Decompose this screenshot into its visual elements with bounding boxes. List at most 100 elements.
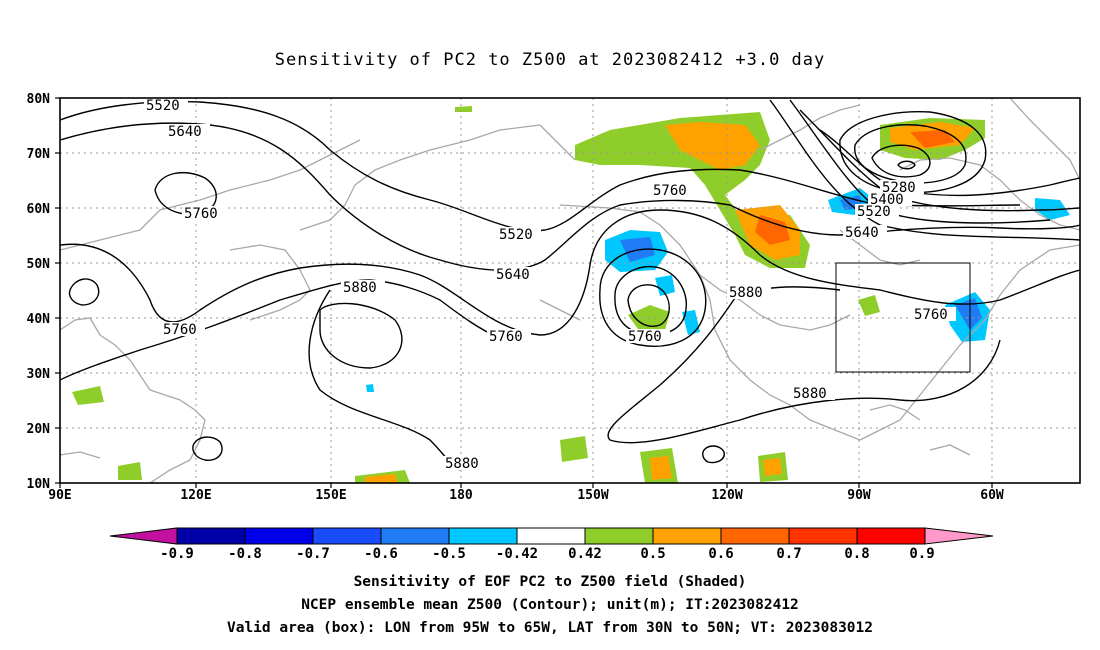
shade-positive-green [455, 106, 472, 112]
contour-5280-low [871, 144, 931, 178]
contour-5880-loop [319, 302, 403, 369]
caption-valid-area: Valid area (box): LON from 95W to 65W, L… [226, 620, 873, 636]
contour-5880 [60, 279, 501, 381]
colorbar-swatch [856, 527, 926, 545]
colorbar-swatch [720, 527, 790, 545]
coastlines [60, 98, 1080, 483]
colorbar-label: 0.5 [640, 546, 665, 562]
contour-5760-west-loop [68, 278, 100, 306]
colorbar-labels: -0.9 -0.8 -0.7 -0.6 -0.5 -0.42 0.42 0.5 … [160, 546, 935, 562]
lon-label: 150E [315, 488, 346, 503]
lat-label: 80N [27, 92, 51, 107]
colorbar-label: -0.8 [228, 546, 262, 562]
colorbar-swatch [584, 527, 654, 545]
lon-label: 120E [180, 488, 211, 503]
contour-label: 5760 [489, 329, 523, 345]
contour-5760-low-outer [599, 248, 707, 347]
colorbar-swatch [788, 527, 858, 545]
shade-negative-blue [955, 298, 982, 330]
colorbar-label: -0.6 [364, 546, 398, 562]
colorbar-label: 0.42 [568, 546, 602, 562]
contour-ne-band [819, 129, 1080, 197]
lon-labels: 90E 120E 150E 180 150W 120W 90W 60W [48, 488, 1004, 503]
shade-negative-cyan [655, 275, 675, 296]
shade-negative-cyan [682, 310, 700, 335]
lon-label: 180 [449, 488, 473, 503]
plot-frame [59, 97, 1081, 484]
lat-label: 20N [27, 422, 51, 437]
colorbar-swatch [244, 527, 314, 545]
z500-contours [60, 99, 1080, 471]
contour-label: 5640 [168, 124, 202, 140]
contour-label: 5520 [499, 227, 533, 243]
shade-positive-orange [365, 474, 398, 483]
colorbar-label: 0.8 [844, 546, 869, 562]
colorbar-label: 0.6 [708, 546, 733, 562]
contour-label: 5760 [163, 322, 197, 338]
caption-contour: NCEP ensemble mean Z500 (Contour); unit(… [301, 597, 799, 613]
contour-5760-pac-loop [154, 171, 217, 215]
colorbar-label: -0.9 [160, 546, 194, 562]
contour-5880-east [607, 297, 1001, 444]
lat-label: 30N [27, 367, 51, 382]
contour-label: 5880 [445, 456, 479, 472]
shade-positive-orange [650, 456, 672, 480]
contour-ne-band [799, 109, 1080, 212]
colorbar-label: 0.9 [909, 546, 934, 562]
shade-positive-dark-orange [910, 130, 955, 148]
contour-labels: 5520 5640 5760 5520 5640 5880 5760 5760 … [144, 98, 956, 472]
contour-label: 5880 [729, 285, 763, 301]
colorbar-swatch [448, 527, 518, 545]
lat-label: 70N [27, 147, 51, 162]
contour-5760 [60, 209, 1080, 336]
tick-marks [55, 97, 993, 488]
caption-shaded: Sensitivity of EOF PC2 to Z500 field (Sh… [353, 574, 747, 590]
colorbar-swatch [312, 527, 382, 545]
lat-label: 60N [27, 202, 51, 217]
colorbar-swatch [380, 527, 450, 545]
shade-positive-green [858, 295, 880, 316]
contour-label: 5760 [653, 183, 687, 199]
colorbar-label: 0.7 [776, 546, 801, 562]
lat-label: 40N [27, 312, 51, 327]
colorbar-min-arrow [109, 527, 178, 545]
colorbar-swatch [652, 527, 722, 545]
colorbar-label: -0.7 [296, 546, 330, 562]
lon-label: 150W [577, 488, 608, 503]
contour-5760-low-mid [614, 265, 687, 336]
contour-5280-low [897, 160, 916, 170]
lon-label: 90E [48, 488, 71, 503]
shade-positive-orange [763, 458, 782, 476]
contour-label: 5520 [146, 98, 180, 114]
lon-label: 60W [980, 488, 1004, 503]
plot-title: Sensitivity of PC2 to Z500 at 2023082412… [274, 50, 826, 70]
shade-positive-green [560, 436, 588, 462]
lon-label: 120W [711, 488, 742, 503]
contour-label: 5880 [343, 280, 377, 296]
shade-negative-cyan [366, 384, 374, 392]
contour-5880-south [308, 289, 461, 471]
contour-5640 [60, 122, 1080, 271]
colorbar [109, 527, 994, 545]
contour-label: 5640 [496, 267, 530, 283]
contour-5280-low [839, 111, 987, 194]
contour-label: 5520 [857, 204, 891, 220]
contour-label: 5760 [184, 206, 218, 222]
shade-positive-orange [665, 122, 760, 170]
lat-labels: 80N 70N 60N 50N 40N 30N 20N 10N [27, 92, 51, 492]
lat-label: 50N [27, 257, 51, 272]
colorbar-swatch [176, 527, 246, 545]
contour-small-loop [192, 436, 223, 461]
colorbar-swatch [516, 527, 586, 545]
shaded-layer [72, 106, 1070, 483]
shade-positive-green [118, 462, 142, 480]
colorbar-max-arrow [924, 527, 994, 545]
valid-area-box [835, 262, 971, 373]
lon-label: 90W [847, 488, 871, 503]
shade-negative-cyan [1035, 198, 1070, 220]
contour-5760-low-inner [627, 284, 670, 327]
shade-positive-dark-orange [755, 215, 790, 245]
shade-positive-green [72, 386, 104, 405]
contour-5280-low [854, 124, 967, 184]
